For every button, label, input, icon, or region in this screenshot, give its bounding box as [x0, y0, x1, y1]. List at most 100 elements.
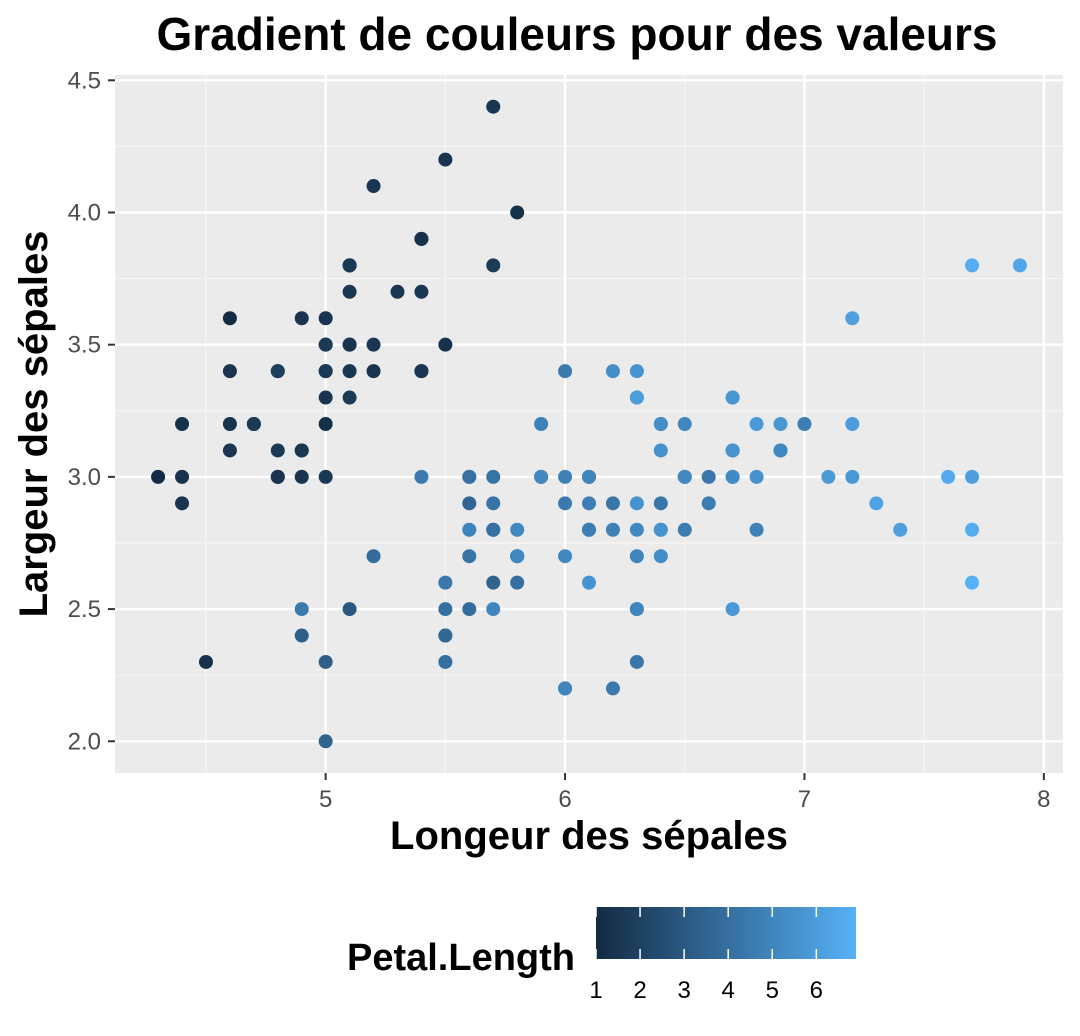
data-point [605, 364, 620, 379]
data-point [629, 654, 644, 669]
data-point [629, 364, 644, 379]
data-point [438, 337, 453, 352]
data-point [175, 417, 190, 431]
data-point [677, 469, 692, 484]
data-point [342, 258, 357, 273]
data-point [605, 496, 620, 511]
data-point [534, 417, 549, 431]
data-point [653, 443, 668, 458]
data-point [725, 443, 740, 458]
data-point [294, 443, 309, 458]
data-point [941, 469, 956, 484]
data-point [629, 549, 644, 564]
data-point [629, 496, 644, 511]
data-point [510, 549, 525, 564]
data-point [462, 522, 477, 537]
chart-title: Gradient de couleurs pour des valeurs [156, 8, 997, 60]
data-point [366, 337, 381, 352]
y-tick-label: 4.0 [68, 199, 101, 226]
data-points [151, 99, 1027, 749]
y-tick-label: 4.5 [68, 67, 101, 94]
legend-tick-label: 6 [810, 977, 823, 1004]
data-point [653, 549, 668, 564]
data-point [965, 522, 980, 537]
data-point [558, 681, 573, 696]
data-point [725, 602, 740, 617]
data-point [462, 549, 477, 564]
data-point [965, 575, 980, 590]
data-point [510, 575, 525, 590]
data-point [725, 390, 740, 405]
data-point [486, 522, 501, 537]
data-point [342, 337, 357, 352]
data-point [773, 417, 788, 431]
data-point [175, 469, 190, 484]
data-point [653, 522, 668, 537]
data-point [198, 654, 213, 669]
data-point [965, 258, 980, 273]
data-point [558, 496, 573, 511]
data-point [270, 469, 285, 484]
color-legend: Petal.Length 1 2 3 4 5 6 [347, 907, 856, 1004]
data-point [797, 417, 812, 431]
data-point [175, 496, 190, 511]
data-point [749, 522, 764, 537]
data-point [438, 628, 453, 643]
data-point [510, 205, 525, 220]
data-point [438, 152, 453, 167]
x-axis-title: Longeur des sépales [390, 814, 788, 858]
data-point [869, 496, 884, 511]
data-point [462, 496, 477, 511]
legend-tick-label: 2 [633, 977, 646, 1004]
data-point [629, 522, 644, 537]
data-point [318, 364, 333, 379]
data-point [294, 628, 309, 643]
data-point [653, 417, 668, 431]
data-point [965, 469, 980, 484]
data-point [342, 390, 357, 405]
data-point [701, 496, 716, 511]
x-axis: 5 6 7 8 [319, 773, 1051, 813]
data-point [414, 364, 429, 379]
data-point [845, 469, 860, 484]
data-point [653, 496, 668, 511]
data-point [294, 602, 309, 617]
legend-ticks: 1 2 3 4 5 6 [589, 907, 823, 1004]
data-point [462, 469, 477, 484]
data-point [390, 284, 405, 299]
data-point [1012, 258, 1027, 273]
data-point [510, 522, 525, 537]
data-point [294, 311, 309, 326]
data-point [318, 390, 333, 405]
data-point [342, 602, 357, 617]
data-point [582, 469, 596, 484]
x-tick-label: 5 [319, 786, 332, 813]
data-point [701, 469, 716, 484]
data-point [366, 364, 381, 379]
data-point [462, 602, 477, 617]
data-point [749, 469, 764, 484]
data-point [486, 602, 501, 617]
x-tick-label: 8 [1037, 786, 1050, 813]
data-point [486, 575, 501, 590]
data-point [582, 522, 596, 537]
y-tick-label: 3.5 [68, 332, 101, 359]
data-point [222, 417, 237, 431]
y-tick-label: 3.0 [68, 464, 101, 491]
data-point [582, 575, 596, 590]
data-point [222, 311, 237, 326]
legend-tick-label: 3 [677, 977, 690, 1004]
data-point [438, 575, 453, 590]
data-point [725, 469, 740, 484]
data-point [845, 311, 860, 326]
data-point [486, 496, 501, 511]
data-point [222, 364, 237, 379]
data-point [773, 443, 788, 458]
data-point [438, 602, 453, 617]
data-point [366, 549, 381, 564]
data-point [366, 179, 381, 194]
data-point [270, 443, 285, 458]
data-point [677, 417, 692, 431]
data-point [438, 654, 453, 669]
